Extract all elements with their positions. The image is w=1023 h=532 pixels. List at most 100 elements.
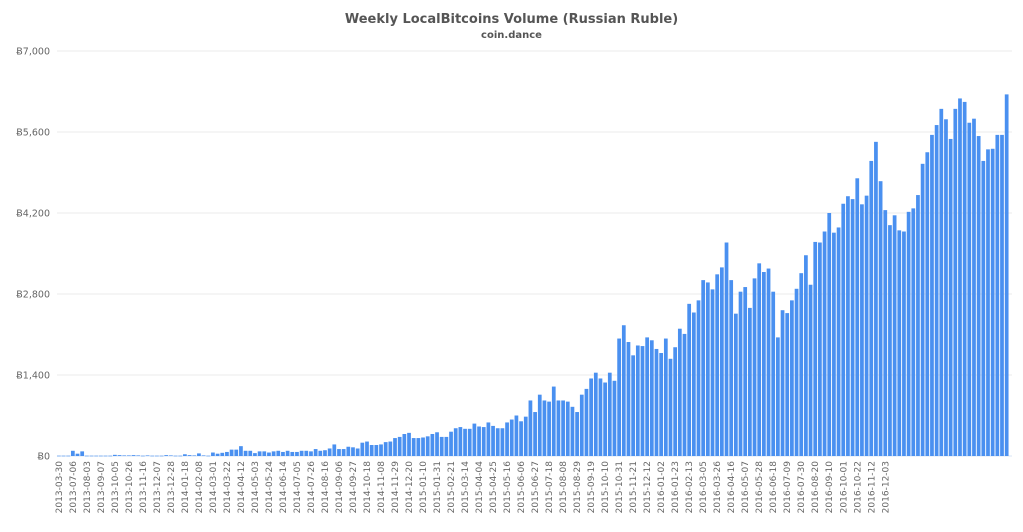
bar[interactable] [906,211,911,456]
bar[interactable] [799,273,804,456]
bar[interactable] [621,325,626,456]
bar[interactable] [682,333,687,456]
bar[interactable] [846,196,850,456]
bar[interactable] [290,451,295,456]
bar[interactable] [509,419,514,456]
bar[interactable] [701,280,706,456]
bar[interactable] [262,451,267,456]
bar[interactable] [897,230,902,456]
bar[interactable] [444,436,449,456]
bar[interactable] [491,425,495,456]
bar[interactable] [743,287,748,456]
bar[interactable] [346,446,351,456]
bar[interactable] [659,353,664,456]
bar[interactable] [617,338,621,456]
bar[interactable] [178,455,183,457]
bar[interactable] [169,455,173,457]
bar[interactable] [645,337,650,456]
bar[interactable] [635,345,640,456]
bar[interactable] [117,455,122,456]
bar[interactable] [794,288,799,456]
bar[interactable] [407,432,411,456]
bar[interactable] [150,455,155,457]
bar[interactable] [579,394,584,456]
bar[interactable] [953,108,958,457]
bar[interactable] [561,400,565,456]
bar[interactable] [986,149,990,457]
bar[interactable] [271,451,276,456]
bar[interactable] [248,450,253,456]
bar[interactable] [808,284,813,456]
bar[interactable] [98,455,103,457]
bar[interactable] [449,431,453,456]
bar[interactable] [281,451,285,456]
bar[interactable] [607,372,612,456]
bar[interactable] [626,342,631,456]
bar[interactable] [397,436,402,456]
bar[interactable] [388,441,393,456]
bar[interactable] [780,310,785,456]
bar[interactable] [640,346,645,456]
bar[interactable] [215,453,220,456]
bar[interactable] [860,204,864,456]
bar[interactable] [654,348,659,456]
bar[interactable] [878,181,883,456]
bar[interactable] [757,263,762,456]
bar[interactable] [206,455,211,457]
bar[interactable] [790,300,794,456]
bar[interactable] [369,445,374,456]
bar[interactable] [84,455,89,457]
bar[interactable] [888,225,892,456]
bar[interactable] [472,423,477,456]
bar[interactable] [229,449,234,456]
bar[interactable] [785,313,790,456]
bar[interactable] [738,291,743,456]
bar[interactable] [94,455,99,457]
bar[interactable] [453,428,458,456]
bar[interactable] [299,450,304,456]
bar[interactable] [374,445,379,456]
bar[interactable] [402,434,407,456]
bar[interactable] [958,98,962,456]
bar[interactable] [295,451,299,456]
bar[interactable] [962,101,967,456]
bar[interactable] [519,421,523,456]
bar[interactable] [612,380,617,456]
bar[interactable] [514,415,519,457]
bar[interactable] [136,455,141,457]
bar[interactable] [495,428,500,456]
bar[interactable] [752,278,757,456]
bar[interactable] [902,231,906,456]
bar[interactable] [696,300,701,456]
bar[interactable] [836,227,841,456]
bar[interactable] [393,438,397,456]
bar[interactable] [365,441,369,456]
bar[interactable] [61,455,66,457]
bar[interactable] [663,338,668,456]
bar[interactable] [439,436,444,456]
bar[interactable] [103,455,108,457]
bar[interactable] [89,455,94,457]
bar[interactable] [934,125,939,456]
bar[interactable] [818,242,822,456]
bar[interactable] [75,453,80,456]
bar[interactable] [724,242,729,456]
bar[interactable] [649,340,654,456]
bar[interactable] [869,160,874,456]
bar[interactable] [477,426,481,456]
bar[interactable] [827,213,832,456]
bar[interactable] [719,267,724,456]
bar[interactable] [276,450,281,456]
bar[interactable] [267,452,271,456]
bar[interactable] [341,449,346,456]
bar[interactable] [944,119,948,457]
bar[interactable] [804,255,808,456]
bar[interactable] [565,401,570,456]
bar[interactable] [430,434,435,456]
bar[interactable] [327,448,332,456]
bar[interactable] [500,428,505,456]
bar[interactable] [416,438,421,456]
bar[interactable] [916,195,920,456]
bar[interactable] [883,210,888,456]
bar[interactable] [351,447,355,456]
